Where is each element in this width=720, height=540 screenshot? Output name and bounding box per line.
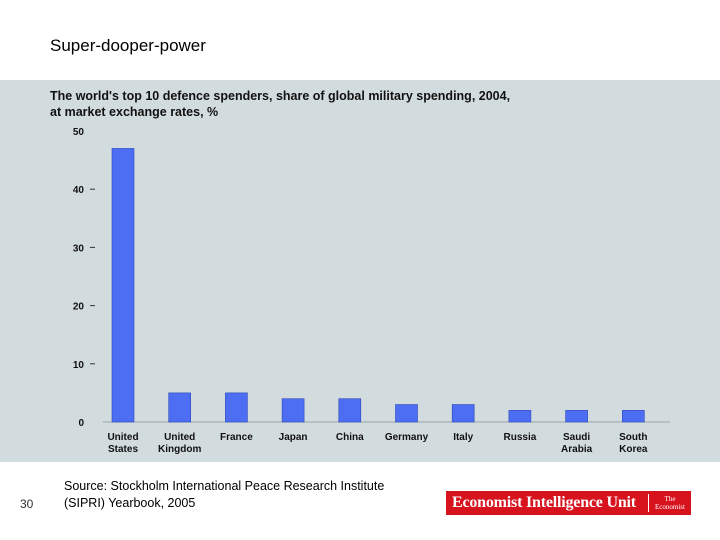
category-label: Russia xyxy=(504,432,537,443)
category-label: Japan xyxy=(279,432,308,443)
bar xyxy=(168,392,191,423)
chart-title: The world's top 10 defence spenders, sha… xyxy=(50,88,510,120)
category-label: Italy xyxy=(453,432,473,443)
bar xyxy=(111,148,135,423)
eiu-logo: Economist Intelligence Unit The Economis… xyxy=(446,491,691,515)
category-label: France xyxy=(220,432,253,443)
category-label: China xyxy=(336,432,364,443)
economist-logo-line2: Economist xyxy=(655,503,685,511)
axis-group: 0 10 20 30 40 50 xyxy=(73,127,670,429)
y-tick-label: 30 xyxy=(73,243,85,254)
bar xyxy=(565,410,588,423)
source-line-2: (SIPRI) Yearbook, 2005 xyxy=(64,496,196,510)
bar xyxy=(225,392,248,423)
slide-title: Super-dooper-power xyxy=(50,36,206,55)
chart-title-line1: The world's top 10 defence spenders, sha… xyxy=(50,89,511,103)
y-tick-label: 10 xyxy=(73,360,85,371)
bar xyxy=(508,410,532,423)
category-label: United xyxy=(164,432,195,443)
bars-group xyxy=(111,148,645,423)
category-label: Arabia xyxy=(561,444,593,455)
bar xyxy=(451,404,475,423)
bar xyxy=(338,398,362,423)
economist-logo: The Economist xyxy=(649,491,691,515)
category-label: United xyxy=(107,432,138,443)
economist-logo-line1: The xyxy=(664,495,676,503)
category-label: Korea xyxy=(619,444,648,455)
y-tick-label: 40 xyxy=(73,185,85,196)
y-tick-label: 0 xyxy=(78,418,84,429)
source-note: Source: Stockholm International Peace Re… xyxy=(64,478,384,512)
page-number: 30 xyxy=(20,497,34,511)
y-tick-label: 20 xyxy=(73,302,85,313)
category-label: Germany xyxy=(385,432,429,443)
category-label: States xyxy=(108,444,138,455)
y-tick-label: 50 xyxy=(73,127,85,138)
bar xyxy=(281,398,305,423)
category-label: Saudi xyxy=(563,432,590,443)
logo-divider xyxy=(648,494,649,512)
bar xyxy=(621,410,645,423)
category-label: Kingdom xyxy=(158,444,201,455)
bar xyxy=(395,404,418,423)
source-line-1: Source: Stockholm International Peace Re… xyxy=(64,479,385,493)
eiu-logo-text: Economist Intelligence Unit xyxy=(452,494,636,511)
chart-title-line2: at market exchange rates, % xyxy=(50,105,219,119)
category-label: South xyxy=(619,432,647,443)
